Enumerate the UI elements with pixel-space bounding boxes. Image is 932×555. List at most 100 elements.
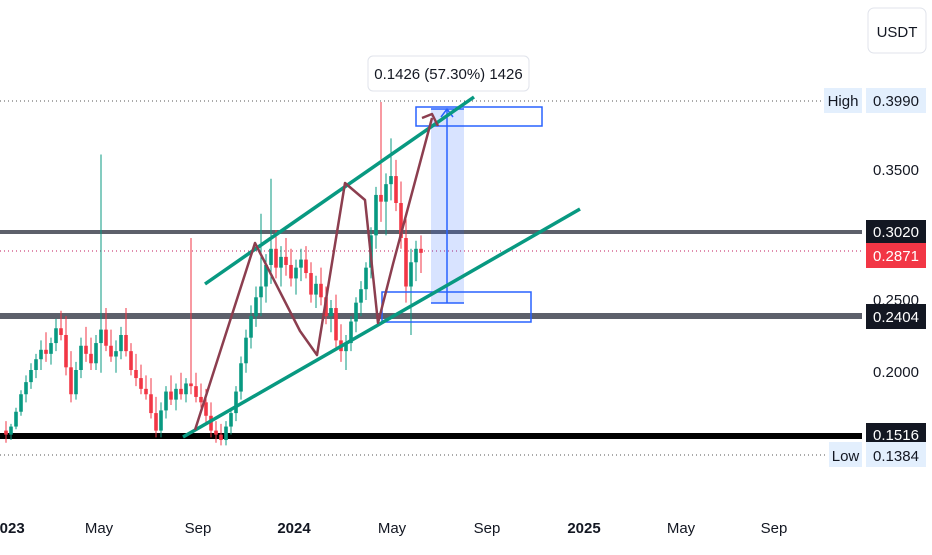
candle-body [359, 289, 363, 303]
candle-body [79, 345, 83, 370]
candle-body [279, 256, 283, 268]
candle-body [354, 302, 358, 322]
currency-button[interactable] [867, 7, 927, 54]
candle-body [234, 391, 238, 414]
candle-body [184, 383, 188, 395]
time-tick-may-2024: May [378, 520, 407, 537]
candle-body [94, 343, 98, 364]
time-tick-sep-2023: Sep [185, 520, 212, 537]
level-badge-value-0.1516: 0.1516 [873, 427, 919, 444]
candle-body [64, 334, 68, 368]
level-badge-0.3020 [866, 220, 926, 244]
candle-body [394, 176, 398, 204]
candle-body [404, 238, 408, 287]
target-zone-box[interactable] [415, 106, 543, 127]
candle-body [104, 329, 108, 346]
candle-body [24, 382, 28, 395]
candle-body [389, 176, 393, 185]
time-tick-2024: 2024 [277, 520, 311, 537]
candle-body [269, 248, 273, 265]
level-badge-0.2404 [866, 304, 926, 329]
candle-body [419, 248, 423, 253]
low-price-badge [866, 442, 926, 467]
candle-body [34, 359, 38, 370]
candle-body [164, 391, 168, 411]
candle-body [129, 351, 133, 370]
candle-body [174, 388, 178, 400]
measure-tooltip-box [367, 55, 530, 92]
candle-body [264, 264, 268, 287]
candle-body [14, 411, 18, 427]
candle-body [329, 308, 333, 317]
candle-body [54, 328, 58, 344]
candle-body [179, 388, 183, 395]
candle-body [149, 394, 153, 414]
candle-body [74, 370, 78, 395]
high-tag-label: High [828, 93, 859, 110]
time-tick-may-2025: May [667, 520, 696, 537]
candlestick-series [4, 102, 423, 446]
candle-body [399, 203, 403, 239]
time-tick-sep-2025: Sep [761, 520, 788, 537]
candle-body [159, 410, 163, 431]
level-badge-value-0.3020: 0.3020 [873, 224, 919, 241]
time-axis[interactable]: 2023 May Sep 2024 May Sep 2025 May Sep [0, 520, 787, 537]
measure-tooltip: 0.1426 (57.30%) 1426 [367, 55, 530, 92]
candle-body [19, 394, 23, 412]
low-tag [829, 442, 862, 467]
candle-body [89, 353, 93, 364]
price-axis[interactable]: USDT 0.3500 0.2000 0.2500 High 0.3990 0.… [824, 7, 927, 467]
candle-body [169, 391, 173, 400]
candle-body [244, 337, 248, 364]
candle-body [109, 345, 113, 357]
time-tick-2025: 2025 [567, 520, 600, 537]
candle-body [309, 273, 313, 295]
candle-body [209, 415, 213, 431]
candle-body [379, 194, 383, 202]
time-tick-may-2023: May [85, 520, 114, 537]
candle-body [414, 248, 418, 263]
zigzag-arrow-head [421, 112, 440, 127]
measure-tooltip-text: 0.1426 (57.30%) 1426 [374, 66, 522, 83]
channel-lower-trendline[interactable] [182, 207, 581, 439]
candle-body [214, 430, 218, 435]
level-badge-value-0.2404: 0.2404 [873, 309, 919, 326]
candle-body [344, 343, 348, 352]
low-price-value: 0.1384 [873, 448, 919, 465]
candle-body [144, 388, 148, 395]
candle-body [299, 259, 303, 268]
candle-body [154, 413, 158, 431]
candle-body [49, 343, 53, 354]
time-tick-2023: 2023 [0, 520, 25, 537]
entry-zone-box[interactable] [381, 291, 532, 323]
current-price-badge [866, 243, 926, 268]
price-tick-0.2000: 0.2000 [873, 364, 919, 381]
candle-body [134, 370, 138, 379]
candle-body [139, 378, 143, 389]
candle-body [374, 194, 378, 236]
candle-body [284, 256, 288, 265]
currency-label: USDT [877, 24, 918, 41]
candle-body [219, 434, 223, 441]
candle-body [84, 345, 88, 354]
level-badge-0.1516 [866, 423, 926, 443]
candle-body [314, 283, 318, 295]
candle-body [294, 267, 298, 279]
candle-body [384, 184, 388, 202]
high-price-badge [866, 88, 926, 113]
candle-body [99, 329, 103, 344]
high-price-value: 0.3990 [873, 93, 919, 110]
candle-body [199, 396, 203, 403]
candle-body [289, 264, 293, 279]
candle-body [334, 308, 338, 341]
candle-body [409, 262, 413, 287]
candle-body [204, 402, 208, 416]
candle-body [319, 283, 323, 298]
candle-body [114, 351, 118, 357]
zigzag-pattern-path[interactable] [193, 117, 434, 431]
candle-body [4, 430, 8, 435]
candle-body [229, 413, 233, 427]
candle-body [44, 349, 48, 354]
